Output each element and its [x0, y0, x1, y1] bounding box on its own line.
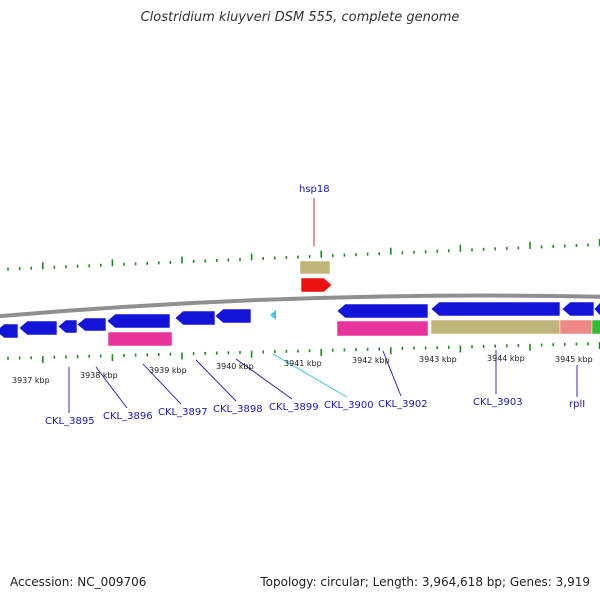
cds-arrow-reverse — [57, 319, 78, 334]
gene-labels: CKL_3895 CKL_3896 CKL_3897 CKL_3898 CKL_3899… — [45, 184, 585, 427]
cds-arrow-reverse — [18, 320, 58, 336]
scale-label: 3944 kbp — [487, 354, 525, 363]
gene-label[interactable]: CKL_3898 — [213, 404, 263, 415]
leader-line — [382, 350, 402, 397]
cds-arrow-reverse — [174, 310, 216, 326]
label-leader-lines — [68, 198, 578, 413]
scale-label: 3940 kbp — [216, 362, 254, 371]
cds-arrow-reverse — [0, 323, 19, 339]
gene-label[interactable]: CKL_3899 — [269, 402, 319, 413]
gene-label[interactable]: rplI — [569, 399, 585, 410]
outer-tick-marks — [7, 239, 600, 271]
cds-arrow-reverse — [106, 313, 171, 329]
accession-text: Accession: NC_009706 — [10, 575, 147, 589]
feature-pink — [336, 320, 429, 337]
genome-title: Clostridium kluyveri DSM 555, complete g… — [140, 10, 460, 25]
gene-label[interactable]: CKL_3902 — [378, 399, 428, 410]
gene-features[interactable] — [0, 260, 600, 347]
feature-tan — [299, 260, 331, 275]
gene-label[interactable]: CKL_3896 — [103, 411, 153, 422]
scale-labels: 3937 kbp 3938 kbp 3939 kbp 3940 kbp 3941 kbp… — [12, 354, 593, 385]
gene-label[interactable]: CKL_3903 — [473, 397, 523, 408]
leader-line — [272, 353, 348, 398]
scale-label: 3941 kbp — [284, 359, 322, 368]
leader-line — [195, 359, 237, 402]
cds-arrow-reverse — [561, 301, 595, 317]
scale-label: 3938 kbp — [80, 371, 118, 380]
cds-arrow-reverse — [430, 301, 561, 317]
scale-label: 3942 kbp — [352, 356, 390, 365]
feature-salmon — [559, 319, 593, 335]
scale-label: 3945 kbp — [555, 355, 593, 364]
cds-arrow-reverse — [214, 308, 252, 324]
feature-tan — [430, 319, 561, 335]
cds-arrow-forward — [300, 277, 333, 293]
inner-tick-marks — [7, 342, 600, 363]
genome-summary-text: Topology: circular; Length: 3,964,618 bp… — [260, 575, 590, 589]
scale-label: 3943 kbp — [419, 355, 457, 364]
cds-arrow-reverse — [336, 303, 429, 319]
genome-backbone — [0, 293, 600, 319]
gene-label[interactable]: CKL_3897 — [158, 407, 208, 418]
leader-line — [95, 366, 128, 409]
cds-arrow-reverse — [593, 301, 600, 317]
leader-line — [142, 363, 182, 405]
cds-arrow-cyan — [270, 310, 276, 320]
feature-green — [591, 319, 600, 335]
scale-label: 3939 kbp — [149, 366, 187, 375]
gene-label[interactable]: CKL_3900 — [324, 400, 374, 411]
leader-line — [235, 358, 293, 400]
feature-pink — [107, 331, 173, 347]
scale-label: 3937 kbp — [12, 376, 50, 385]
gene-label[interactable]: hsp18 — [299, 184, 330, 195]
gene-label[interactable]: CKL_3895 — [45, 416, 95, 427]
cds-arrow-reverse — [76, 317, 107, 332]
